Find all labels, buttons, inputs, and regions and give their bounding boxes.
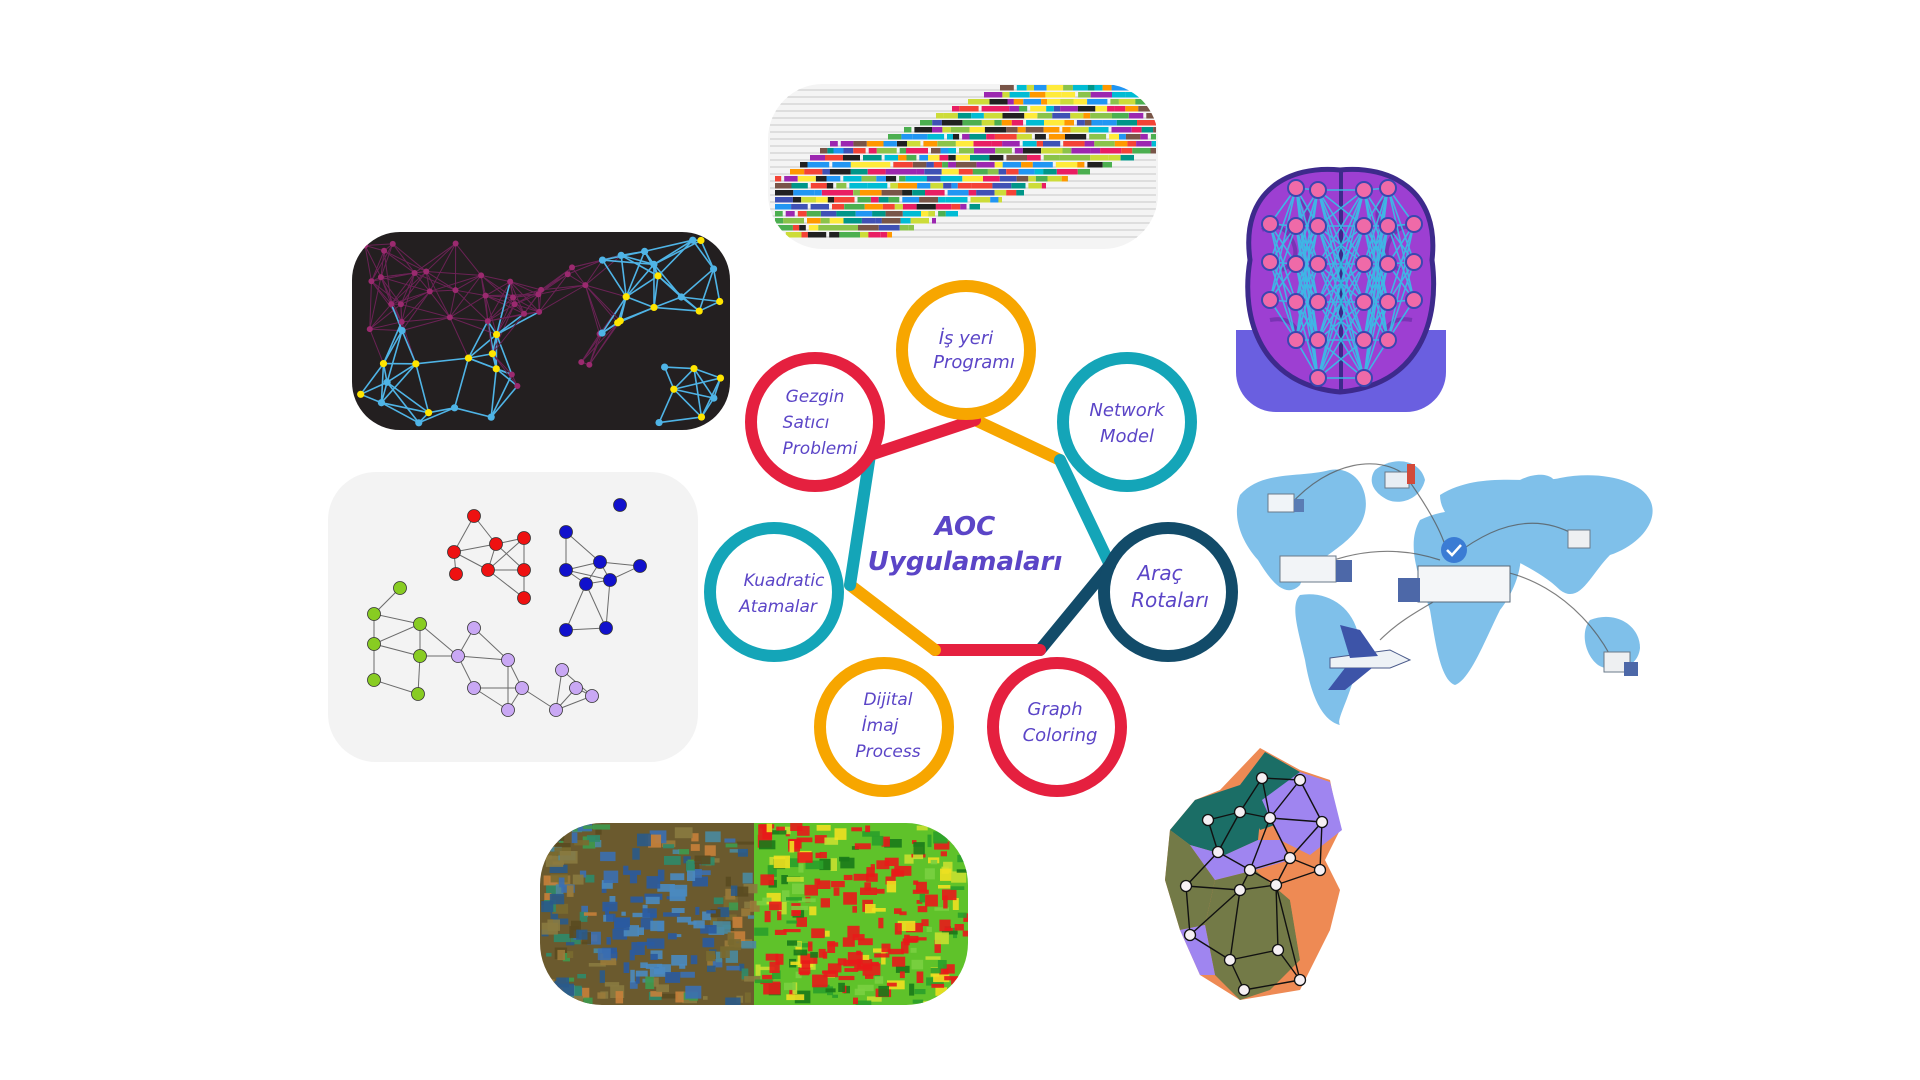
center-title-line1: AOC: [933, 512, 996, 542]
app-label-arac-rotalari: Araç Rotaları: [1131, 561, 1209, 612]
app-loop-dijital-imaj: [814, 657, 954, 797]
center-title: AOC Uygulamaları: [868, 512, 1063, 577]
app-label-line: Rotaları: [1131, 588, 1209, 612]
app-loop-gezgin-satici: [745, 352, 885, 492]
app-label-line: Kuadratic: [744, 571, 825, 591]
app-label-line: Dijital: [863, 690, 912, 710]
neural-network-brain-image: [1236, 166, 1446, 412]
app-label-line: Programı: [933, 352, 1015, 373]
app-loop-graph-coloring: [987, 657, 1127, 797]
app-label-line: İmaj: [862, 715, 899, 736]
central-loop-ring: [844, 414, 1116, 656]
world-logistics-map-image: [1236, 461, 1653, 725]
app-label-line: Network: [1089, 400, 1166, 421]
app-label-dijital-imaj: Dijital İmaj Process: [855, 690, 920, 762]
app-label-line: Problemi: [783, 439, 858, 459]
app-loop-network-model: [1057, 352, 1197, 492]
gantt-chart-image: [768, 84, 1158, 249]
germany-graph-map-image: [1165, 748, 1342, 1000]
app-label-is-yeri: İş yeri Programı: [933, 328, 1015, 373]
app-label-gezgin-satici: Gezgin Satıcı Problemi: [783, 387, 858, 459]
app-label-kuadratic: Kuadratic Atamalar: [738, 571, 825, 617]
app-label-line: Graph: [1027, 699, 1082, 720]
app-label-graph-coloring: Graph Coloring: [1023, 699, 1098, 746]
colored-graph-image: [328, 472, 698, 762]
app-label-line: Atamalar: [738, 597, 818, 617]
app-label-line: Process: [855, 742, 920, 762]
app-loop-arac-rotalari: [1098, 522, 1238, 662]
app-label-network-model: Network Model: [1089, 400, 1166, 447]
app-label-line: Satıcı: [783, 413, 830, 433]
app-loop-kuadratic: [704, 522, 844, 662]
app-loop-is-yeri: [896, 280, 1036, 420]
app-label-line: Model: [1100, 426, 1154, 447]
satellite-segmentation-image: [540, 823, 968, 1005]
center-title-line2: Uygulamaları: [868, 547, 1063, 577]
network-mesh-image: [352, 232, 730, 430]
app-label-line: İş yeri: [939, 328, 994, 349]
app-label-line: Gezgin: [786, 387, 845, 407]
app-label-line: Araç: [1135, 561, 1182, 585]
application-loops: [704, 280, 1238, 797]
app-label-line: Coloring: [1023, 725, 1098, 746]
